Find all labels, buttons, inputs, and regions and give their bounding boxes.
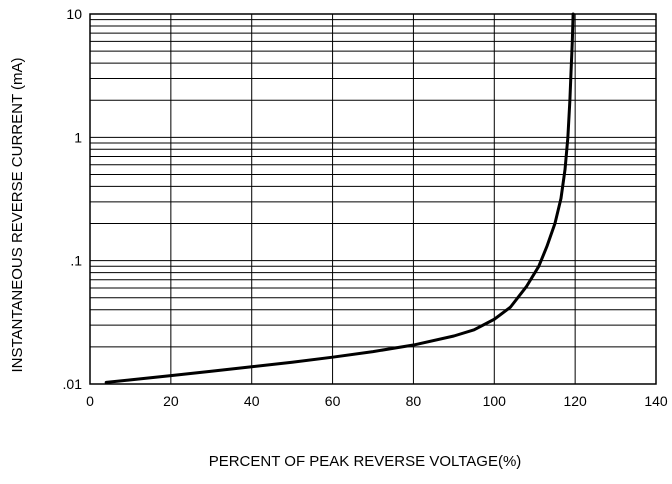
- grid: [89, 14, 657, 385]
- x-tick-label: 0: [86, 393, 94, 409]
- x-tick-label: 100: [483, 393, 507, 409]
- x-tick-label: 140: [644, 393, 668, 409]
- series-layer: [104, 12, 575, 384]
- y-tick-label: .01: [63, 376, 83, 392]
- x-tick-label: 120: [563, 393, 587, 409]
- x-tick-label: 80: [406, 393, 422, 409]
- x-tick-label: 20: [163, 393, 179, 409]
- series-line: [104, 12, 575, 384]
- x-axis-title: PERCENT OF PEAK REVERSE VOLTAGE(%): [209, 453, 522, 470]
- x-tick-label: 40: [244, 393, 260, 409]
- tick-labels: 0 20 40 60 80 100 120 140 .01 .1 1 10: [63, 6, 668, 409]
- y-axis-title: INSTANTANEOUS REVERSE CURRENT (mA): [9, 57, 26, 372]
- x-tick-label: 60: [325, 393, 341, 409]
- y-tick-label: .1: [70, 253, 82, 269]
- y-tick-label: 1: [74, 129, 82, 145]
- plot-frame: [89, 13, 657, 385]
- y-tick-label: 10: [66, 6, 82, 22]
